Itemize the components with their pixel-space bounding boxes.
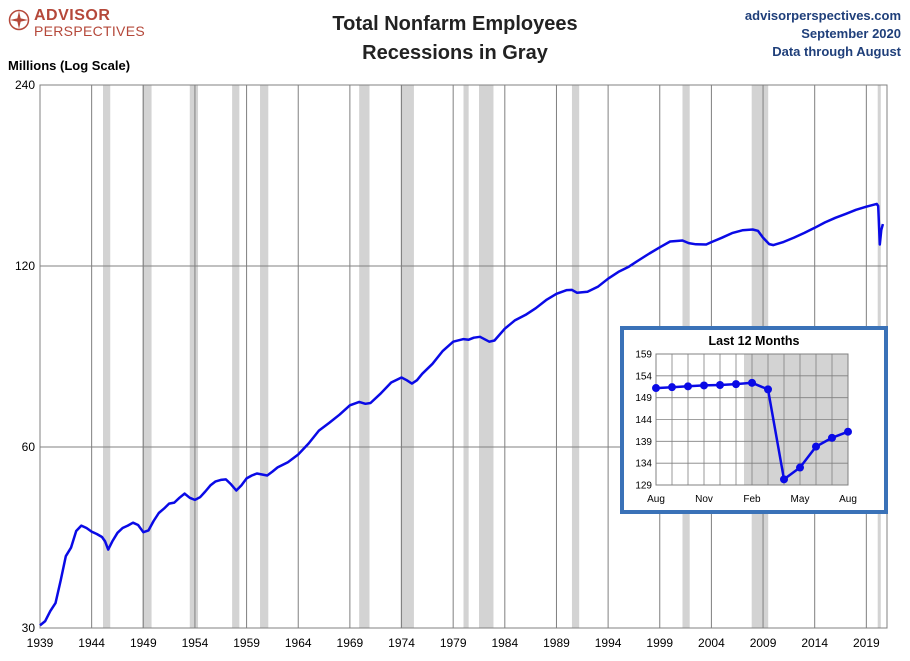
y-axis-label: Millions (Log Scale) [8, 58, 131, 73]
recession-band [478, 85, 494, 628]
x-tick-label: 1969 [337, 636, 364, 650]
recession-band [142, 85, 152, 628]
inset-data-point [732, 380, 740, 389]
series-line-total-nonfarm [39, 202, 885, 627]
inset-plot-frame [655, 353, 849, 486]
recession-band [463, 85, 469, 628]
inset-y-tick-label: 149 [635, 393, 652, 404]
inset-x-tick-label: Feb [743, 494, 761, 505]
inset-y-tick-label: 159 [635, 350, 652, 361]
inset-y-tick-label: 139 [635, 437, 652, 448]
x-axis: 1939 1944 1949 1954 1959 1964 1969 1974 1979 1984… [27, 636, 880, 650]
x-tick-label: 1964 [285, 636, 312, 650]
source-date: September 2020 [801, 26, 901, 41]
x-tick-label: 2004 [698, 636, 725, 650]
x-tick-label: 1979 [440, 636, 467, 650]
compass-rose-icon [8, 9, 30, 31]
recession-band [400, 85, 414, 628]
x-tick-label: 1954 [182, 636, 209, 650]
x-tick-label: 1994 [595, 636, 622, 650]
source-note: Data through August [772, 44, 901, 59]
inset-x-tick-label: Nov [695, 494, 713, 505]
inset-data-point [764, 385, 772, 394]
inset-y-tick-label: 144 [635, 415, 652, 426]
inset-chart-last-12-months: Last 12 Months 129 134 139 144 149 154 159 Aug… [620, 326, 888, 514]
recession-band [571, 85, 580, 628]
y-tick-label: 240 [15, 78, 35, 92]
logo-line-1: ADVISOR [34, 7, 111, 24]
x-tick-label: 1984 [491, 636, 518, 650]
recession-band [359, 85, 370, 628]
inset-data-point [668, 383, 676, 392]
inset-data-point [748, 378, 756, 387]
inset-y-axis: 129 134 139 144 149 154 159 [635, 350, 652, 492]
y-tick-label: 30 [22, 621, 36, 635]
inset-x-tick-label: May [791, 494, 810, 505]
inset-title: Last 12 Months [709, 334, 800, 348]
x-tick-label: 2014 [801, 636, 828, 650]
logo-line-2: PERSPECTIVES [34, 23, 145, 39]
y-tick-label: 120 [15, 259, 35, 273]
inset-data-point [796, 463, 804, 472]
x-tick-label: 1949 [130, 636, 157, 650]
recession-band [232, 85, 240, 628]
advisor-perspectives-logo: ADVISOR PERSPECTIVES [8, 6, 145, 40]
inset-data-point [684, 382, 692, 391]
recession-band [260, 85, 269, 628]
y-tick-label: 60 [22, 440, 36, 454]
recession-band [103, 85, 111, 628]
x-tick-label: 2009 [750, 636, 777, 650]
inset-x-tick-label: Aug [839, 494, 857, 505]
inset-series-points [652, 378, 852, 484]
inset-x-axis: Aug Nov Feb May Aug [647, 494, 857, 505]
inset-data-point [700, 381, 708, 390]
x-tick-label: 1974 [388, 636, 415, 650]
x-tick-label: 2019 [853, 636, 880, 650]
inset-data-point [844, 427, 852, 436]
y-axis: 30 60 120 240 [15, 78, 35, 635]
source-site: advisorperspectives.com [744, 8, 901, 23]
inset-y-tick-label: 129 [635, 481, 652, 492]
inset-data-point [828, 433, 836, 442]
inset-data-point [780, 475, 788, 484]
x-tick-label: 1989 [543, 636, 570, 650]
inset-y-tick-label: 154 [635, 371, 652, 382]
inset-data-point [652, 384, 660, 393]
recession-band [189, 85, 199, 628]
inset-data-point [812, 442, 820, 451]
x-tick-label: 1944 [78, 636, 105, 650]
x-tick-label: 1999 [646, 636, 673, 650]
chart-subtitle: Recessions in Gray [362, 42, 548, 64]
inset-data-point [716, 381, 724, 390]
x-tick-label: 1939 [27, 636, 54, 650]
x-tick-label: 1959 [233, 636, 260, 650]
inset-y-tick-label: 134 [635, 459, 652, 470]
inset-x-tick-label: Aug [647, 494, 665, 505]
chart-title: Total Nonfarm Employees [332, 13, 578, 35]
